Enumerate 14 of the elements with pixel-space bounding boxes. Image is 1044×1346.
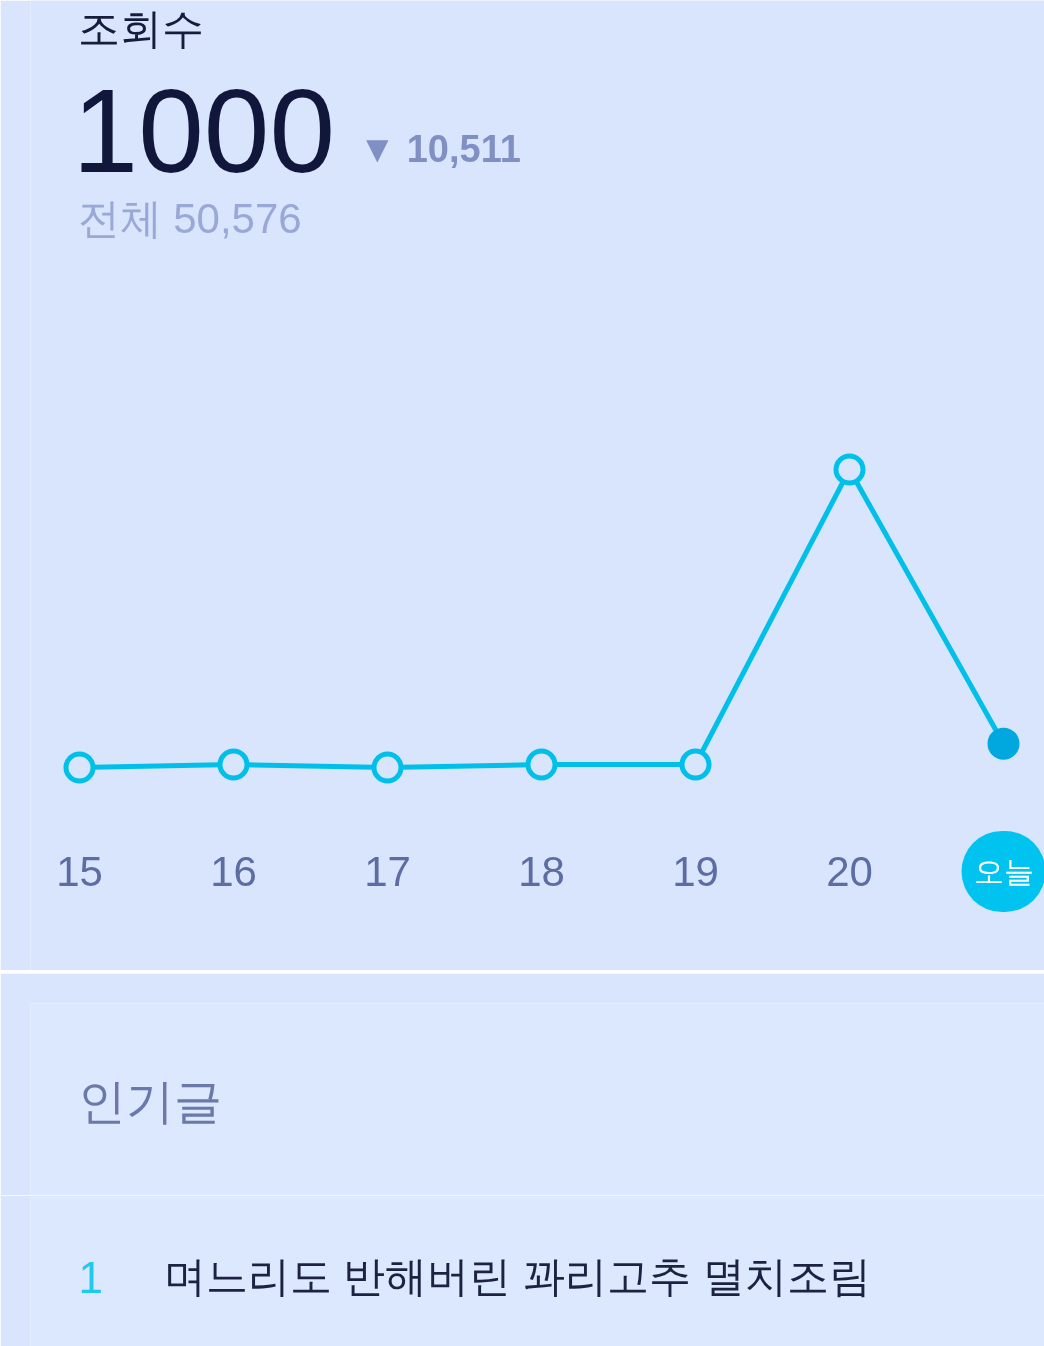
x-tick-label: 18 (518, 848, 565, 895)
x-tick-label: 19 (672, 848, 719, 895)
text: ▼ 10,511 (358, 127, 521, 170)
x-tick-label: 15 (56, 848, 103, 895)
text: 1 (78, 1253, 103, 1302)
x-tick-label: 오늘 (973, 855, 1034, 888)
text: 인기글 (77, 1075, 222, 1128)
text: 전체 50,576 (77, 195, 302, 242)
text: 며느리도 반해버린 꽈리고추 멸치조림 (163, 1253, 871, 1300)
text: 1000 (72, 64, 336, 197)
x-tick-label: 17 (364, 848, 411, 895)
chart-title: 조회수 (77, 5, 204, 52)
x-tick-label: 20 (826, 848, 873, 895)
x-tick-label: 16 (210, 848, 257, 895)
